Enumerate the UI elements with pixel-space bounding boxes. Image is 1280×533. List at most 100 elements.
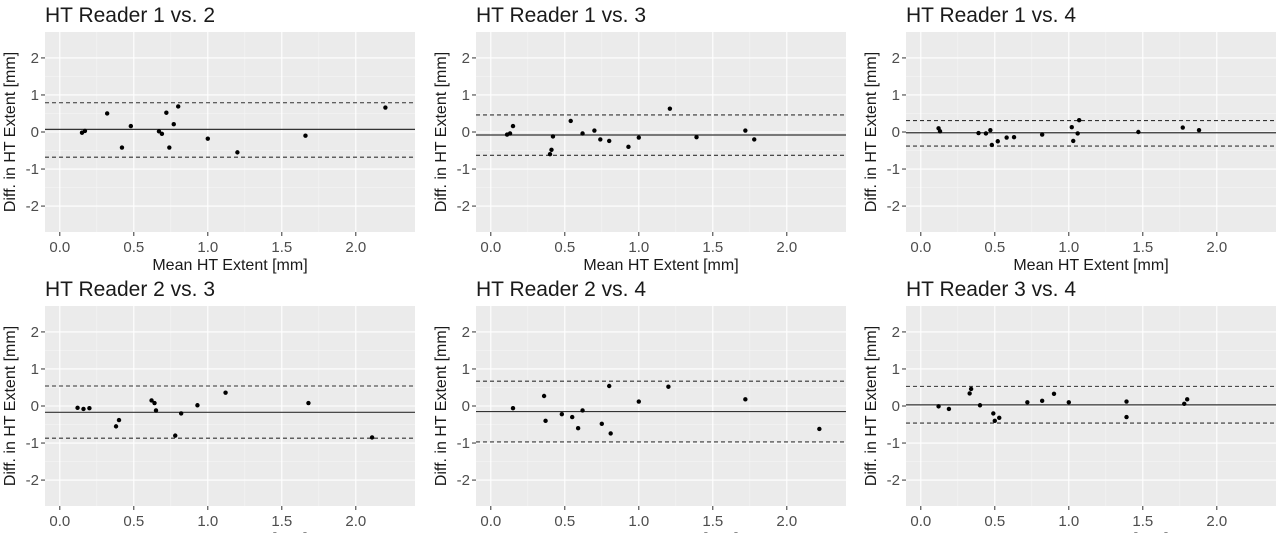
data-point — [550, 134, 556, 139]
data-point — [991, 411, 996, 416]
x-tick-label: 0.0 — [910, 239, 931, 256]
data-point — [235, 150, 240, 155]
data-point — [636, 399, 641, 404]
data-point — [976, 130, 981, 136]
x-tick-label: 1.0 — [628, 513, 649, 530]
data-point — [559, 411, 565, 417]
data-point — [968, 386, 974, 392]
x-axis-title: Mean HT Extent [mm] — [1013, 257, 1168, 274]
x-tick-label: 1.5 — [271, 513, 292, 530]
data-point — [75, 405, 80, 411]
x-axis-title: Mean HT Extent [mm] — [152, 257, 307, 274]
y-tick-label: -1 — [887, 435, 900, 452]
data-point — [946, 406, 952, 412]
data-point — [977, 403, 983, 408]
y-tick-label: 0 — [31, 124, 39, 141]
data-point — [195, 403, 200, 408]
chart-panel: 0.0 0.5 1.0 1.5 2.0 -2 -1 0 1 2 HT Reader 1 vs. 4 M… — [863, 4, 1276, 274]
data-point — [306, 400, 311, 406]
y-tick-label: -2 — [26, 472, 39, 489]
data-point — [936, 404, 941, 409]
data-point — [997, 415, 1002, 421]
data-point — [178, 411, 184, 416]
chart-panel: 0.0 0.5 1.0 1.5 2.0 -2 -1 0 1 2 HT Reader 3 vs. 4 M… — [863, 278, 1276, 533]
x-tick-label: 1.0 — [197, 239, 218, 256]
data-point — [570, 414, 575, 420]
data-point — [1076, 117, 1082, 123]
x-tick-label: 0.5 — [554, 513, 575, 530]
x-tick-label: 1.5 — [702, 239, 723, 256]
y-axis-title: Diff. in HT Extent [mm] — [433, 326, 450, 486]
data-point — [223, 390, 228, 395]
data-point — [1051, 391, 1057, 396]
chart-panel: 0.0 0.5 1.0 1.5 2.0 -2 -1 0 1 2 HT Reader 1 vs. 3 M… — [433, 4, 846, 274]
chart-panel: 0.0 0.5 1.0 1.5 2.0 -2 -1 0 1 2 HT Reader 2 vs. 3 M… — [2, 278, 415, 533]
y-tick-label: 2 — [462, 324, 470, 341]
x-tick-label: 1.0 — [628, 239, 649, 256]
data-point — [1004, 135, 1009, 140]
y-tick-label: 0 — [892, 398, 900, 415]
data-point — [128, 123, 134, 129]
data-point — [369, 435, 375, 440]
data-point — [598, 137, 603, 142]
x-tick-label: 1.5 — [271, 239, 292, 256]
y-tick-label: 1 — [31, 87, 39, 104]
x-tick-label: 1.5 — [1132, 239, 1153, 256]
x-tick-label: 0.5 — [984, 513, 1005, 530]
data-point — [156, 129, 162, 134]
y-tick-label: -1 — [26, 435, 39, 452]
x-tick-label: 2.0 — [1206, 513, 1227, 530]
x-tick-label: 2.0 — [776, 239, 797, 256]
y-tick-label: -2 — [457, 472, 470, 489]
x-tick-label: 1.0 — [197, 513, 218, 530]
data-point — [1182, 401, 1187, 406]
x-tick-label: 1.0 — [1058, 513, 1079, 530]
data-point — [1124, 399, 1129, 404]
x-tick-label: 2.0 — [345, 513, 366, 530]
data-point — [575, 426, 581, 431]
panel-title: HT Reader 2 vs. 4 — [476, 278, 646, 301]
data-point — [694, 134, 699, 140]
data-point — [171, 122, 176, 127]
data-point — [87, 406, 92, 411]
panel-title: HT Reader 2 vs. 3 — [45, 278, 215, 301]
y-axis-title: Diff. in HT Extent [mm] — [863, 52, 880, 212]
y-tick-label: -1 — [457, 435, 470, 452]
x-tick-label: 2.0 — [1206, 239, 1227, 256]
data-point — [1136, 129, 1141, 135]
panel-title: HT Reader 3 vs. 4 — [906, 278, 1076, 301]
x-tick-label: 2.0 — [345, 239, 366, 256]
x-axis-title: Mean HT Extent [mm] — [583, 257, 738, 274]
data-point — [937, 129, 943, 134]
data-point — [989, 142, 995, 148]
data-point — [549, 147, 554, 152]
data-point — [568, 118, 573, 124]
x-tick-label: 0.0 — [480, 513, 501, 530]
data-point — [592, 128, 597, 133]
data-point — [119, 145, 125, 150]
y-tick-label: 2 — [462, 50, 470, 67]
panel-title: HT Reader 1 vs. 4 — [906, 4, 1076, 27]
data-point — [113, 424, 119, 429]
y-axis-title: Diff. in HT Extent [mm] — [863, 326, 880, 486]
panel-title: HT Reader 1 vs. 3 — [476, 4, 646, 27]
data-point — [983, 131, 989, 136]
data-point — [1066, 400, 1072, 405]
data-point — [599, 421, 604, 426]
y-tick-label: -1 — [26, 161, 39, 178]
y-tick-label: -2 — [887, 472, 900, 489]
y-tick-label: 2 — [31, 50, 39, 67]
data-point — [995, 139, 1000, 144]
data-point — [626, 144, 631, 150]
data-point — [383, 105, 388, 110]
y-tick-label: 1 — [462, 87, 470, 104]
y-tick-label: 1 — [462, 361, 470, 378]
chart-panel: 0.0 0.5 1.0 1.5 2.0 -2 -1 0 1 2 HT Reader 1 vs. 2 M… — [2, 4, 415, 274]
data-point — [173, 433, 178, 438]
panel-title: HT Reader 1 vs. 2 — [45, 4, 215, 27]
data-point — [1039, 398, 1045, 404]
data-point — [104, 111, 110, 116]
x-tick-label: 1.5 — [702, 513, 723, 530]
chart-panel: 0.0 0.5 1.0 1.5 2.0 -2 -1 0 1 2 HT Reader 2 vs. 4 M… — [433, 278, 846, 533]
data-point — [1039, 132, 1045, 137]
